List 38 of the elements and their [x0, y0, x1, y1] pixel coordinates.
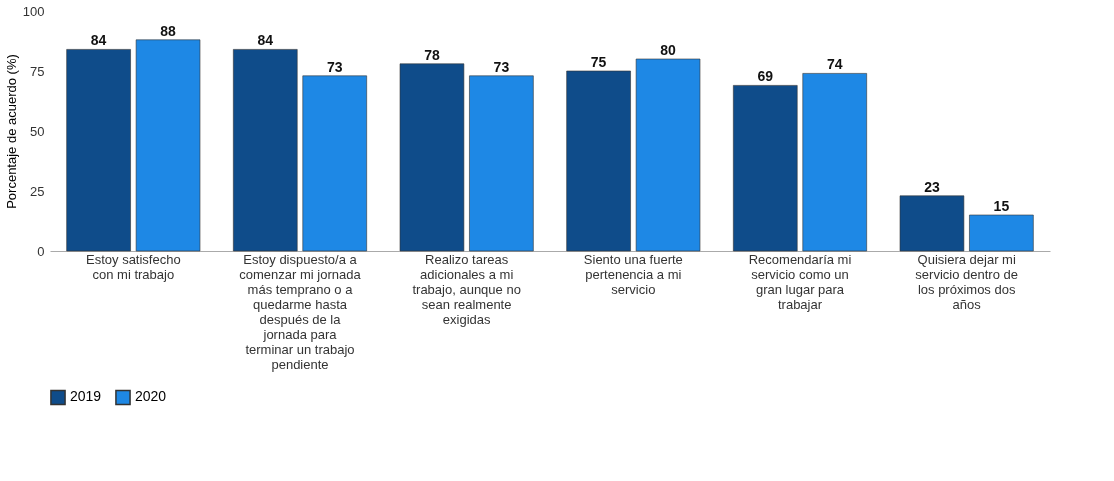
bar — [733, 85, 798, 252]
x-tick-label: Recomendaría mi servicio como un gran lugar para trabajar — [748, 251, 852, 312]
bar — [969, 214, 1034, 252]
data-label: 15 — [993, 198, 1010, 214]
x-tick-label: Realizo tareas adicionales a mi trabajo, aunque no sean realmente exigidas — [412, 251, 521, 327]
bar — [899, 195, 965, 252]
y-tick-label: 25 — [30, 183, 45, 199]
data-label: 73 — [326, 58, 343, 75]
bar — [469, 75, 534, 252]
data-label: 23 — [924, 178, 940, 195]
y-axis-title: Porcentaje de acuerdo (%) — [3, 54, 19, 209]
bar — [233, 49, 298, 252]
data-label: 73 — [493, 58, 510, 75]
bar — [635, 58, 701, 252]
data-label: 80 — [660, 42, 677, 58]
y-tick-label: 50 — [30, 123, 45, 139]
y-tick-label: 75 — [30, 63, 45, 79]
y-tick-label: 100 — [22, 3, 45, 19]
bar — [802, 73, 867, 252]
bar — [566, 70, 631, 252]
bar — [66, 49, 131, 252]
legend-label: 2020 — [135, 388, 167, 405]
bar — [135, 39, 201, 252]
x-tick-label: Siento una fuerte pertenencia a mi servicio — [583, 251, 683, 297]
legend-label: 2019 — [70, 388, 102, 405]
y-tick-label: 0 — [37, 243, 45, 259]
x-tick-label: Estoy dispuesto/a a comenzar mi jornada más temprano o a quedarme hasta después de la jornada para terminar un trabajo pendiente — [239, 251, 362, 372]
bar — [302, 75, 367, 252]
data-label: 69 — [757, 68, 774, 85]
data-label: 84 — [90, 32, 107, 49]
bar — [399, 63, 465, 252]
data-label: 88 — [160, 22, 177, 39]
x-tick-label: Estoy satisfecho con mi trabajo — [86, 251, 181, 282]
data-label: 74 — [826, 56, 843, 73]
x-tick-label: Quisiera dejar mi servicio dentro de los próximos dos años — [915, 251, 1018, 312]
data-label: 84 — [257, 32, 274, 49]
data-label: 78 — [424, 46, 440, 63]
data-label: 75 — [590, 54, 607, 70]
